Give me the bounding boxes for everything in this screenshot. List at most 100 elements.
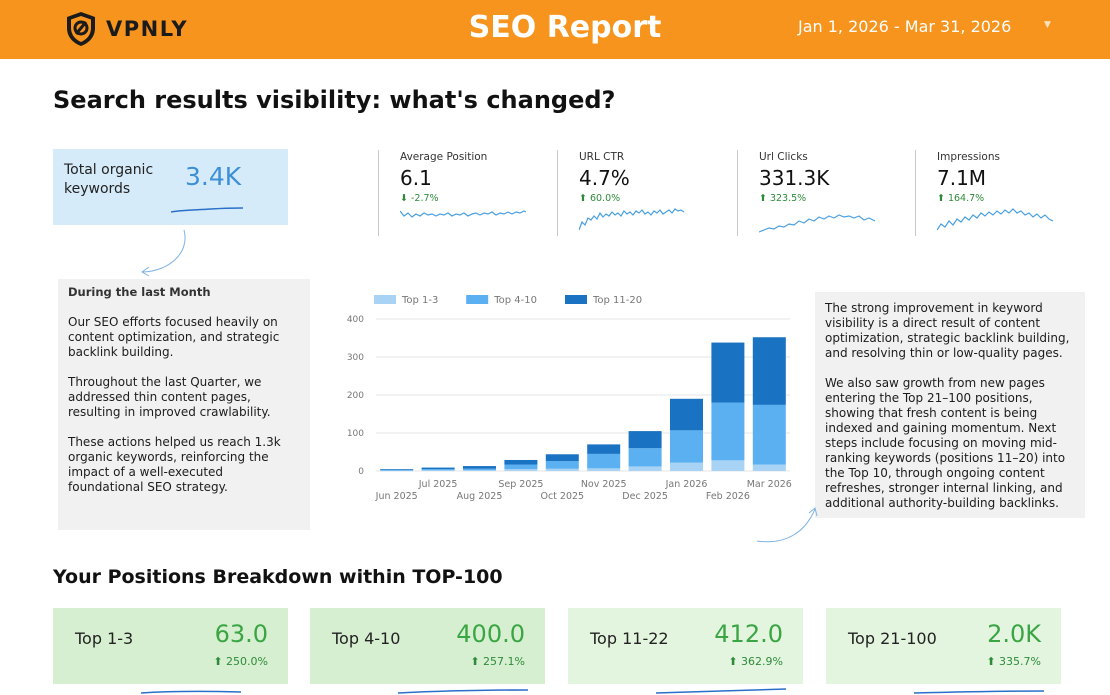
total-keywords-sparkline bbox=[171, 207, 243, 213]
metric-label: Average Position bbox=[400, 151, 488, 163]
x-tick-label: Nov 2025 bbox=[581, 479, 627, 490]
brand-name: VPNLY bbox=[106, 17, 189, 41]
position-card-top-4-10: Top 4-10 400.0 ⬆ 257.1% bbox=[310, 608, 545, 694]
bar-segment bbox=[504, 459, 538, 465]
bar-segment bbox=[670, 398, 703, 431]
metric-delta-value: 164.7% bbox=[947, 193, 985, 204]
bar-segment bbox=[380, 470, 414, 472]
metric-delta-value: -2.7% bbox=[410, 193, 439, 204]
bar-segment bbox=[711, 460, 745, 471]
url-clicks-sparkline bbox=[759, 214, 876, 233]
position-card-value: 63.0 bbox=[214, 620, 268, 648]
curved-arrow-icon bbox=[756, 507, 818, 543]
notes-title: During the last Month bbox=[68, 285, 211, 299]
shield-logo-icon bbox=[67, 12, 95, 46]
bar-segment bbox=[463, 468, 496, 471]
position-card-value: 400.0 bbox=[456, 620, 525, 648]
position-sparkline bbox=[656, 688, 786, 694]
arrow-up-icon: ⬆ bbox=[579, 193, 587, 204]
arrow-up-icon: ⬆ bbox=[213, 655, 227, 668]
position-card-top-1-3: Top 1-3 63.0 ⬆ 250.0% bbox=[53, 608, 288, 694]
metric-label: Impressions bbox=[937, 151, 1000, 163]
x-tick-label: Jan 2026 bbox=[665, 479, 708, 490]
position-card-delta: ⬆ 362.9% bbox=[728, 655, 783, 668]
notes-paragraph: We also saw growth from new pages enteri… bbox=[825, 376, 1066, 510]
date-range-selector[interactable]: Jan 1, 2026 - Mar 31, 2026 bbox=[798, 17, 1012, 36]
bar-segment bbox=[463, 466, 496, 469]
bar-segment bbox=[752, 404, 786, 465]
x-tick-label: Mar 2026 bbox=[747, 479, 792, 490]
legend-swatch bbox=[565, 295, 587, 304]
metric-value: 6.1 bbox=[400, 166, 432, 190]
position-card-delta: ⬆ 335.7% bbox=[986, 655, 1041, 668]
notes-paragraph: The strong improvement in keyword visibi… bbox=[825, 301, 1070, 360]
bar-segment bbox=[752, 337, 786, 405]
x-tick-label: Sep 2025 bbox=[498, 479, 543, 490]
bar-segment bbox=[421, 467, 455, 470]
position-sparkline bbox=[141, 690, 241, 694]
bar-segment bbox=[628, 431, 662, 449]
position-card-delta: ⬆ 257.1% bbox=[470, 655, 525, 668]
position-card-label: Top 1-3 bbox=[75, 629, 134, 648]
legend-label: Top 11-20 bbox=[592, 295, 642, 306]
metric-value: 4.7% bbox=[579, 166, 630, 190]
bar-segment bbox=[380, 469, 414, 471]
position-card-delta-value: 257.1% bbox=[483, 655, 525, 668]
metric-delta-value: 60.0% bbox=[589, 193, 621, 204]
x-tick-label: Feb 2026 bbox=[706, 491, 750, 502]
bar-segment bbox=[380, 469, 414, 470]
metric-delta: ⬆ 323.5% bbox=[759, 193, 907, 204]
average-position-sparkline bbox=[400, 210, 527, 218]
metric-impressions: Impressions 7.1M ⬆ 164.7% bbox=[915, 150, 1085, 236]
bar-segment bbox=[421, 470, 455, 471]
legend-swatch bbox=[374, 295, 396, 304]
bar-segment bbox=[628, 466, 662, 471]
arrow-up-icon: ⬆ bbox=[470, 655, 484, 668]
x-tick-label: Jul 2025 bbox=[418, 479, 458, 490]
bar-segment bbox=[711, 342, 745, 403]
metric-value: 7.1M bbox=[937, 166, 987, 190]
metric-label: Url Clicks bbox=[759, 151, 808, 163]
metric-url-ctr: URL CTR 4.7% ⬆ 60.0% bbox=[557, 150, 727, 236]
bar-segment bbox=[545, 454, 579, 462]
keyword-positions-chart: 0 100 200 300 400 Top 1-3 Top 4-10 Top 11-20 Jun… bbox=[347, 295, 792, 502]
bar-segment bbox=[587, 468, 621, 471]
bar-segment bbox=[670, 462, 703, 471]
bar-segment bbox=[628, 448, 662, 467]
position-sparkline bbox=[914, 690, 1044, 694]
y-tick-label: 300 bbox=[347, 353, 364, 363]
position-card-top-11-22: Top 11-22 412.0 ⬆ 362.9% bbox=[568, 608, 803, 694]
x-tick-label: Dec 2025 bbox=[622, 491, 668, 502]
position-card-delta: ⬆ 250.0% bbox=[213, 655, 268, 668]
position-card-value: 2.0K bbox=[987, 620, 1041, 648]
arrow-down-icon: ⬇ bbox=[400, 193, 408, 204]
y-tick-label: 100 bbox=[347, 429, 364, 439]
metric-delta: ⬇ -2.7% bbox=[400, 193, 548, 204]
report-title: SEO Report bbox=[468, 10, 662, 45]
metric-delta: ⬆ 164.7% bbox=[937, 193, 1085, 204]
y-tick-label: 400 bbox=[347, 315, 364, 325]
position-card-delta-value: 362.9% bbox=[741, 655, 783, 668]
bar-segment bbox=[421, 469, 455, 471]
notes-paragraph: Throughout the last Quarter, we addresse… bbox=[68, 375, 271, 419]
metric-label: URL CTR bbox=[579, 151, 625, 163]
bar-segment bbox=[504, 469, 538, 471]
notes-last-month: During the last Month Our SEO efforts fo… bbox=[58, 279, 310, 530]
bar-segment bbox=[545, 461, 579, 469]
position-card-label: Top 21-100 bbox=[848, 629, 937, 648]
total-keywords-value: 3.4K bbox=[185, 162, 242, 191]
arrow-up-icon: ⬆ bbox=[937, 193, 945, 204]
arrow-up-icon: ⬆ bbox=[759, 193, 767, 204]
caret-down-icon[interactable]: ▼ bbox=[1044, 20, 1051, 30]
bar-segment bbox=[670, 430, 703, 463]
metric-value: 331.3K bbox=[759, 166, 830, 190]
x-tick-label: Jun 2025 bbox=[375, 491, 418, 502]
y-tick-label: 0 bbox=[358, 467, 364, 477]
position-card-label: Top 11-22 bbox=[590, 629, 669, 648]
url-ctr-sparkline bbox=[579, 208, 685, 231]
position-card-delta-value: 250.0% bbox=[226, 655, 268, 668]
total-keywords-card: Total organic keywords 3.4K bbox=[53, 149, 288, 225]
position-card-delta-value: 335.7% bbox=[999, 655, 1041, 668]
metric-delta: ⬆ 60.0% bbox=[579, 193, 727, 204]
bar-segment bbox=[545, 468, 579, 471]
